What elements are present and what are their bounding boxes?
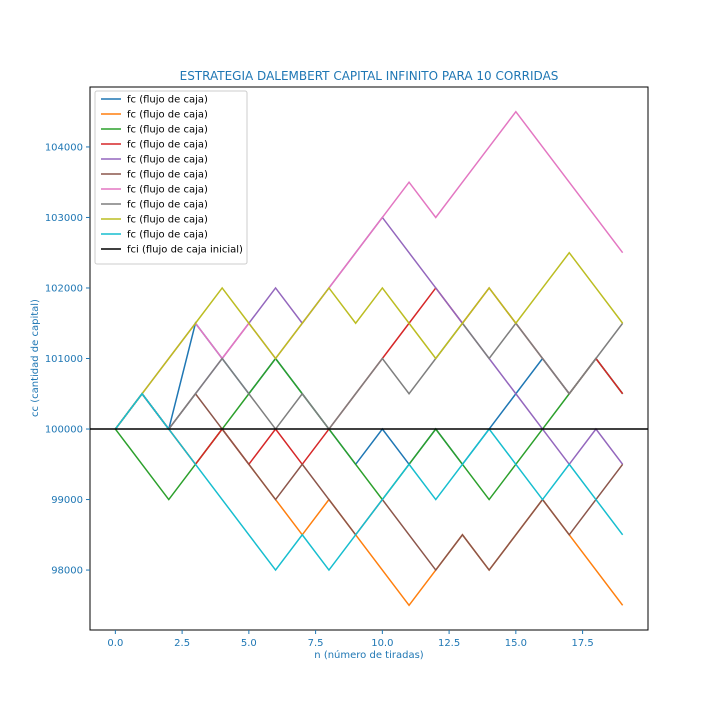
legend-label: fc (flujo de caja) (127, 140, 208, 151)
legend-label: fc (flujo de caja) (127, 110, 208, 121)
y-tick-label: 98000 (51, 566, 83, 577)
y-axis: 98000 99000 100000 101000 102000 103000 104000 (45, 142, 90, 577)
series-line-9 (114, 251, 624, 430)
legend-label: fc (flujo de caja) (127, 215, 208, 226)
legend-label: fc (flujo de caja) (127, 230, 208, 241)
y-tick-label: 99000 (51, 495, 83, 506)
legend-label: fci (flujo de caja inicial) (127, 245, 243, 256)
series-line-8 (114, 321, 624, 431)
x-tick-label: 12.5 (438, 638, 460, 649)
x-tick-label: 17.5 (571, 638, 593, 649)
x-axis-label: n (número de tiradas) (314, 649, 423, 661)
legend: fc (flujo de caja) fc (flujo de caja) fc (… (94, 90, 248, 265)
series-line-10 (114, 392, 624, 572)
y-axis-label: cc (cantidad de capital) (30, 299, 41, 417)
y-tick-label: 101000 (45, 354, 83, 365)
chart-title: ESTRATEGIA DALEMBERT CAPITAL INFINITO PA… (180, 69, 559, 83)
legend-label: fc (flujo de caja) (127, 95, 208, 106)
series-line-7 (114, 110, 624, 430)
legend-box (94, 90, 248, 265)
legend-label: fc (flujo de caja) (127, 125, 208, 136)
legend-label: fc (flujo de caja) (127, 185, 208, 196)
x-tick-label: 5.0 (241, 638, 257, 649)
x-axis: 0.0 2.5 5.0 7.5 10.0 12.5 15.0 17.5 (107, 630, 594, 649)
y-tick-label: 102000 (45, 283, 83, 294)
legend-label: fc (flujo de caja) (127, 155, 208, 166)
y-tick-label: 104000 (45, 142, 83, 153)
x-tick-label: 7.5 (308, 638, 324, 649)
y-tick-label: 100000 (45, 425, 83, 436)
y-tick-label: 103000 (45, 213, 83, 224)
x-tick-label: 10.0 (371, 638, 393, 649)
legend-label: fc (flujo de caja) (127, 200, 208, 211)
x-tick-label: 2.5 (174, 638, 190, 649)
legend-label: fc (flujo de caja) (127, 170, 208, 181)
x-tick-label: 15.0 (505, 638, 527, 649)
lines-layer (90, 110, 648, 607)
x-tick-label: 0.0 (107, 638, 123, 649)
